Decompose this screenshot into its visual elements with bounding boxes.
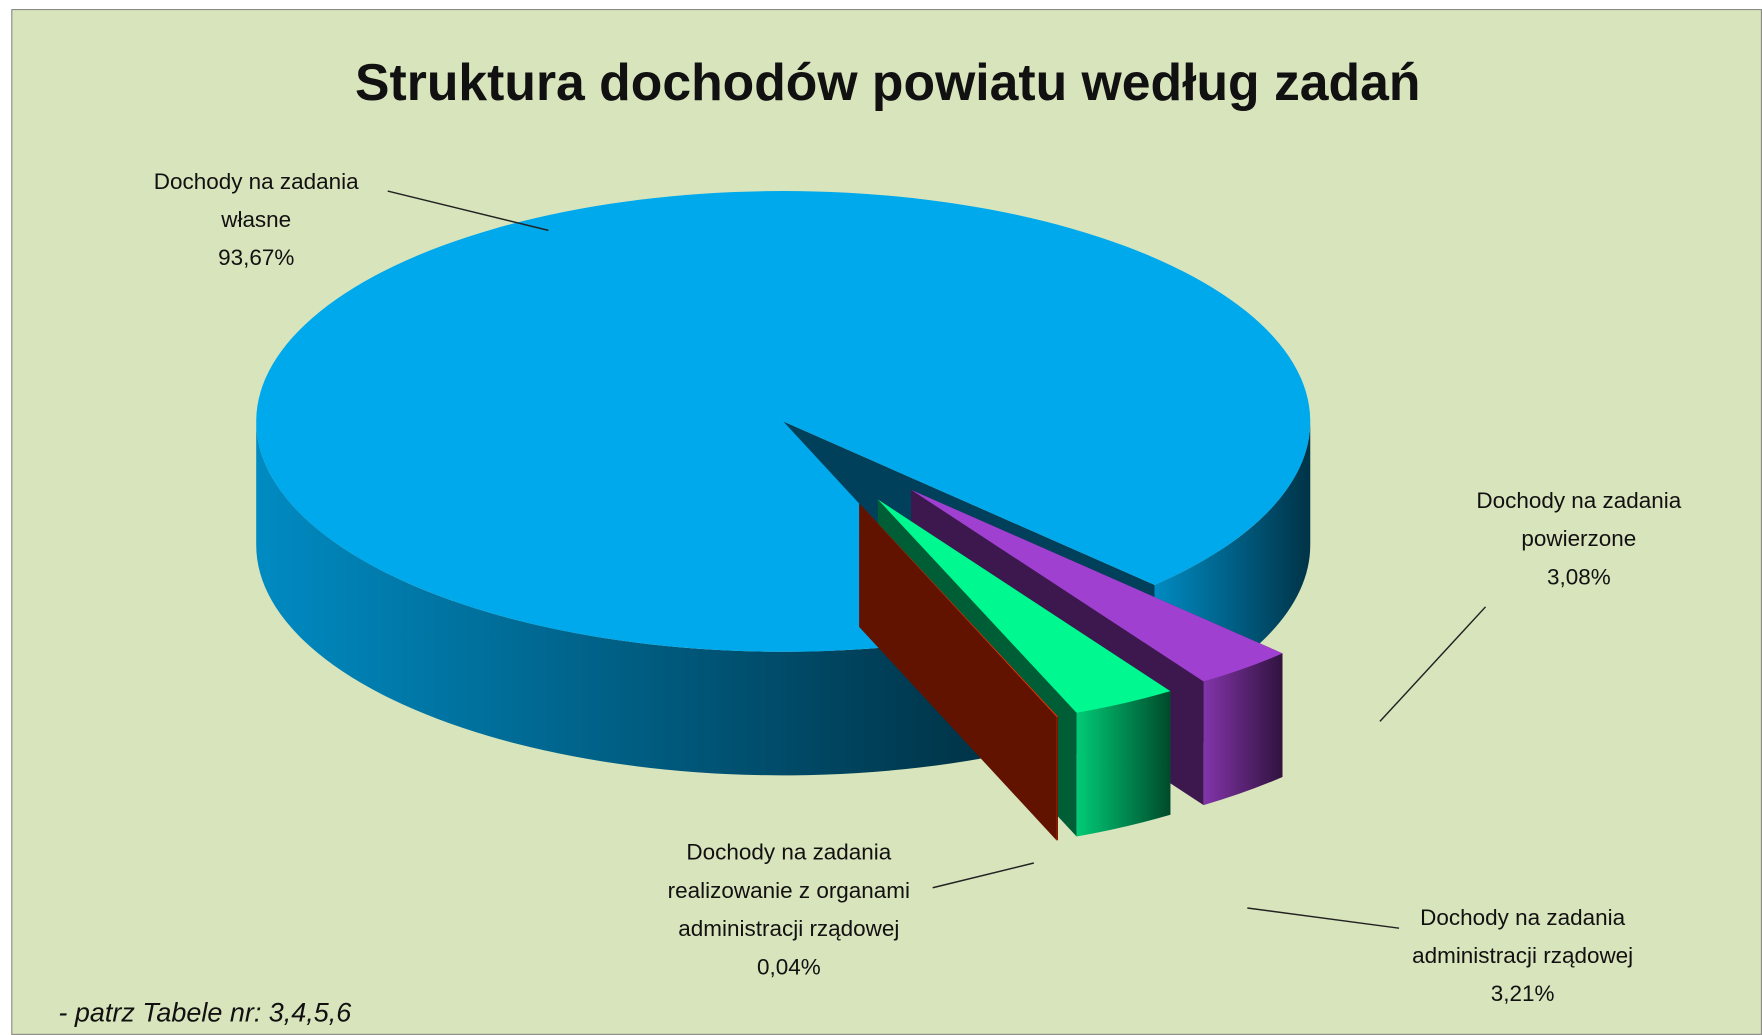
category-name: Dochody na zadania powierzone	[1476, 488, 1682, 552]
value-label: 3,21%	[1490, 982, 1555, 1007]
data-label: Dochody na zadania administracji rządowe…	[1365, 899, 1680, 1014]
category-name: Dochody na zadania administracji rządowe…	[1412, 905, 1634, 969]
slice-cut-face	[859, 503, 1057, 841]
slice-side	[1203, 653, 1283, 806]
slice-top	[877, 499, 1171, 713]
slice-side	[1076, 691, 1171, 837]
slice-top	[911, 489, 1283, 682]
data-label: Dochody na zadania powierzone 3,08%	[1444, 482, 1714, 597]
slice	[859, 503, 1058, 841]
footnote: - patrz Tabele nr: 3,4,5,6	[58, 997, 352, 1029]
value-label: 93,67%	[218, 246, 295, 271]
category-name: Dochody na zadania realizowanie z organa…	[667, 840, 911, 942]
data-label: Dochody na zadania własne 93,67%	[121, 163, 391, 278]
slice-side	[256, 421, 981, 776]
category-name: Dochody na zadania własne	[153, 169, 359, 233]
value-label: 3,08%	[1546, 565, 1611, 590]
value-label: 0,04%	[756, 955, 821, 980]
leader-line	[932, 862, 1034, 889]
slice-side	[1056, 716, 1058, 841]
chart-title: Struktura dochodów powiatu według zadań	[355, 52, 1421, 112]
leader-line	[1247, 907, 1400, 929]
slice-top	[859, 503, 1058, 717]
data-label: Dochody na zadania realizowanie z organa…	[632, 834, 947, 987]
slice-top	[256, 191, 1311, 652]
leader-line	[1379, 606, 1487, 722]
leader-line	[387, 190, 549, 232]
